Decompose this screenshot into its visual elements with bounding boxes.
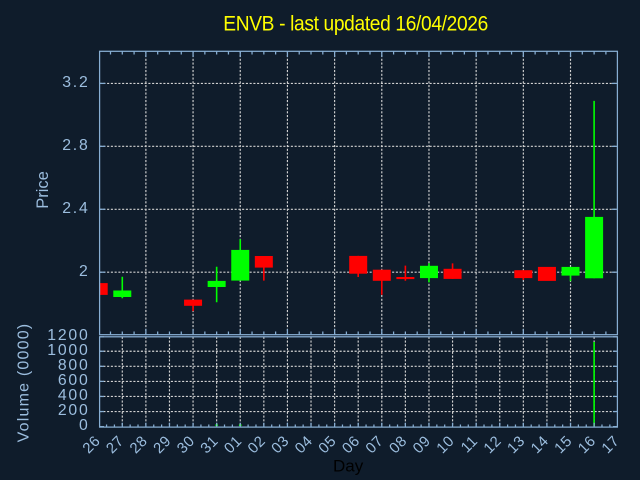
- svg-text:200: 200: [58, 402, 90, 419]
- svg-text:Price: Price: [34, 171, 52, 209]
- svg-text:3.2: 3.2: [62, 74, 89, 91]
- svg-text:0: 0: [79, 417, 90, 434]
- svg-text:800: 800: [58, 357, 90, 374]
- svg-text:2.4: 2.4: [62, 200, 89, 217]
- svg-text:2: 2: [79, 263, 90, 280]
- svg-text:400: 400: [58, 387, 90, 404]
- svg-text:ENVB - last updated 16/04/2026: ENVB - last updated 16/04/2026: [223, 12, 488, 36]
- svg-text:Volume (0000): Volume (0000): [16, 323, 33, 443]
- svg-text:1000: 1000: [47, 342, 89, 359]
- svg-text:600: 600: [58, 372, 90, 389]
- svg-text:2.8: 2.8: [62, 137, 89, 154]
- svg-text:Day: Day: [333, 456, 364, 475]
- svg-text:1200: 1200: [47, 327, 89, 344]
